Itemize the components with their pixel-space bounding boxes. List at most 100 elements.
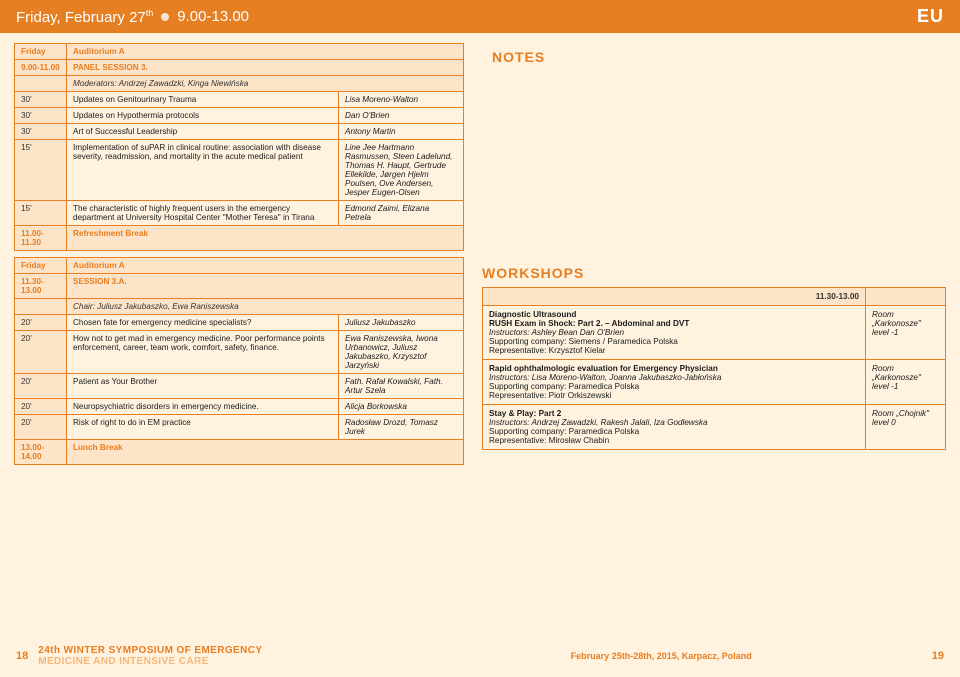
duration-cell: 30' bbox=[15, 108, 67, 124]
table-row: 20'Chosen fate for emergency medicine sp… bbox=[15, 315, 464, 331]
schedule-column: Friday Auditorium A 9.00-11.00 PANEL SES… bbox=[14, 43, 464, 471]
workshop-room: Room „Karkonosze" level -1 bbox=[866, 306, 946, 360]
footer-right: February 25th-28th, 2015, Karpacz, Polan… bbox=[571, 650, 944, 662]
title-cell: Updates on Genitourinary Trauma bbox=[67, 92, 339, 108]
workshop-room: Room „Chojnik" level 0 bbox=[866, 405, 946, 450]
header-eu-badge: EU bbox=[917, 6, 944, 27]
chair-text: Chair: Juliusz Jakubaszko, Ewa Raniszews… bbox=[67, 299, 464, 315]
footer-left: 18 24th WINTER SYMPOSIUM OF EMERGENCY ME… bbox=[16, 645, 262, 667]
duration-cell: 30' bbox=[15, 92, 67, 108]
table-row: 30'Updates on Genitourinary TraumaLisa M… bbox=[15, 92, 464, 108]
schedule-table-1: Friday Auditorium A 9.00-11.00 PANEL SES… bbox=[14, 43, 464, 251]
title-cell: Risk of right to do in EM practice bbox=[67, 415, 339, 440]
footer-date: February 25th-28th, 2015, Karpacz, Polan… bbox=[571, 651, 752, 661]
title-cell: Patient as Your Brother bbox=[67, 374, 339, 399]
table-row: Friday Auditorium A bbox=[15, 258, 464, 274]
lunch-time: 13.00-14.00 bbox=[15, 440, 67, 465]
table-row: 15'Implementation of suPAR in clinical r… bbox=[15, 140, 464, 201]
workshop-row: Stay & Play: Part 2Instructors: Andrzej … bbox=[483, 405, 946, 450]
right-column: NOTES WORKSHOPS 11.30-13.00 Diagnostic U… bbox=[482, 43, 946, 471]
workshop-room: Room „Karkonosze" level -1 bbox=[866, 360, 946, 405]
duration-cell: 20' bbox=[15, 399, 67, 415]
symposium-line1: 24th WINTER SYMPOSIUM OF EMERGENCY bbox=[38, 645, 262, 656]
header-day-text: Friday, February 27 bbox=[16, 9, 146, 26]
workshop-desc: Rapid ophthalmologic evaluation for Emer… bbox=[483, 360, 866, 405]
speaker-cell: Fath. Rafał Kowalski, Fath. Artur Szela bbox=[339, 374, 464, 399]
workshops-time-row: 11.30-13.00 bbox=[483, 288, 946, 306]
day-label: Friday bbox=[15, 44, 67, 60]
table-row: 9.00-11.00 PANEL SESSION 3. bbox=[15, 60, 464, 76]
session-label: SESSION 3.A. bbox=[67, 274, 464, 299]
header-time: 9.00-13.00 bbox=[177, 8, 249, 25]
moderators-row: Moderators: Andrzej Zawadzki, Kinga Niew… bbox=[15, 76, 464, 92]
title-cell: Art of Successful Leadership bbox=[67, 124, 339, 140]
duration-cell: 20' bbox=[15, 315, 67, 331]
header-left: Friday, February 27th 9.00-13.00 bbox=[16, 8, 249, 26]
duration-cell: 20' bbox=[15, 415, 67, 440]
table-row: 20'Neuropsychiatric disorders in emergen… bbox=[15, 399, 464, 415]
auditorium-label: Auditorium A bbox=[67, 258, 464, 274]
day-label: Friday bbox=[15, 258, 67, 274]
duration-cell: 15' bbox=[15, 201, 67, 226]
page-number-left: 18 bbox=[16, 650, 28, 662]
auditorium-label: Auditorium A bbox=[67, 44, 464, 60]
workshops-time: 11.30-13.00 bbox=[483, 288, 866, 306]
speaker-cell: Radosław Drozd, Tomasz Jurek bbox=[339, 415, 464, 440]
speaker-cell: Alicja Borkowska bbox=[339, 399, 464, 415]
workshop-desc: Diagnostic UltrasoundRUSH Exam in Shock:… bbox=[483, 306, 866, 360]
speaker-cell: Edmond Zaimi, Elizana Petrela bbox=[339, 201, 464, 226]
page-footer: 18 24th WINTER SYMPOSIUM OF EMERGENCY ME… bbox=[0, 639, 960, 677]
speaker-cell: Line Jee Hartmann Rasmussen, Steen Ladel… bbox=[339, 140, 464, 201]
table-row: 15'The characteristic of highly frequent… bbox=[15, 201, 464, 226]
workshop-desc: Stay & Play: Part 2Instructors: Andrzej … bbox=[483, 405, 866, 450]
break-time: 11.00-11.30 bbox=[15, 226, 67, 251]
speaker-cell: Juliusz Jakubaszko bbox=[339, 315, 464, 331]
schedule-table-2: Friday Auditorium A 11.30-13.00 SESSION … bbox=[14, 257, 464, 465]
page-header: Friday, February 27th 9.00-13.00 EU bbox=[0, 0, 960, 33]
session-time: 11.30-13.00 bbox=[15, 274, 67, 299]
title-cell: Updates on Hypothermia protocols bbox=[67, 108, 339, 124]
table-row: 20'How not to get mad in emergency medic… bbox=[15, 331, 464, 374]
break-row: 11.00-11.30 Refreshment Break bbox=[15, 226, 464, 251]
table-row: 30'Updates on Hypothermia protocolsDan O… bbox=[15, 108, 464, 124]
duration-cell: 30' bbox=[15, 124, 67, 140]
duration-cell: 20' bbox=[15, 374, 67, 399]
title-cell: Chosen fate for emergency medicine speci… bbox=[67, 315, 339, 331]
chair-row: Chair: Juliusz Jakubaszko, Ewa Raniszews… bbox=[15, 299, 464, 315]
aud-text: Auditorium A bbox=[73, 261, 125, 270]
aud-text: Auditorium A bbox=[73, 47, 125, 56]
workshops-section: WORKSHOPS 11.30-13.00 Diagnostic Ultraso… bbox=[482, 265, 946, 450]
break-label: Refreshment Break bbox=[67, 226, 464, 251]
table-row: Friday Auditorium A bbox=[15, 44, 464, 60]
speaker-cell: Antony Martin bbox=[339, 124, 464, 140]
session-label: PANEL SESSION 3. bbox=[67, 60, 464, 76]
lunch-row: 13.00-14.00 Lunch Break bbox=[15, 440, 464, 465]
table-row: 20'Patient as Your BrotherFath. Rafał Ko… bbox=[15, 374, 464, 399]
speaker-cell: Lisa Moreno-Walton bbox=[339, 92, 464, 108]
table-row: 11.30-13.00 SESSION 3.A. bbox=[15, 274, 464, 299]
workshops-table: 11.30-13.00 Diagnostic UltrasoundRUSH Ex… bbox=[482, 287, 946, 450]
symposium-line2: MEDICINE AND INTENSIVE CARE bbox=[38, 656, 262, 667]
lunch-label: Lunch Break bbox=[67, 440, 464, 465]
header-day: Friday, February 27th bbox=[16, 8, 153, 26]
symposium-title: 24th WINTER SYMPOSIUM OF EMERGENCY MEDIC… bbox=[38, 645, 262, 667]
page-number-right: 19 bbox=[932, 650, 944, 662]
notes-heading: NOTES bbox=[492, 49, 946, 65]
title-cell: Neuropsychiatric disorders in emergency … bbox=[67, 399, 339, 415]
speaker-cell: Ewa Raniszewska, Iwona Urbanowicz, Juliu… bbox=[339, 331, 464, 374]
table-row: 20'Risk of right to do in EM practiceRad… bbox=[15, 415, 464, 440]
speaker-cell: Dan O'Brien bbox=[339, 108, 464, 124]
duration-cell: 15' bbox=[15, 140, 67, 201]
workshops-heading: WORKSHOPS bbox=[482, 265, 946, 281]
workshop-row: Rapid ophthalmologic evaluation for Emer… bbox=[483, 360, 946, 405]
title-cell: How not to get mad in emergency medicine… bbox=[67, 331, 339, 374]
moderators-text: Moderators: Andrzej Zawadzki, Kinga Niew… bbox=[67, 76, 464, 92]
session-time: 9.00-11.00 bbox=[15, 60, 67, 76]
title-cell: Implementation of suPAR in clinical rout… bbox=[67, 140, 339, 201]
bullet-icon bbox=[161, 13, 169, 21]
header-day-sup: th bbox=[146, 8, 154, 18]
table-row: 30'Art of Successful LeadershipAntony Ma… bbox=[15, 124, 464, 140]
page-body: Friday Auditorium A 9.00-11.00 PANEL SES… bbox=[0, 33, 960, 471]
workshop-row: Diagnostic UltrasoundRUSH Exam in Shock:… bbox=[483, 306, 946, 360]
duration-cell: 20' bbox=[15, 331, 67, 374]
